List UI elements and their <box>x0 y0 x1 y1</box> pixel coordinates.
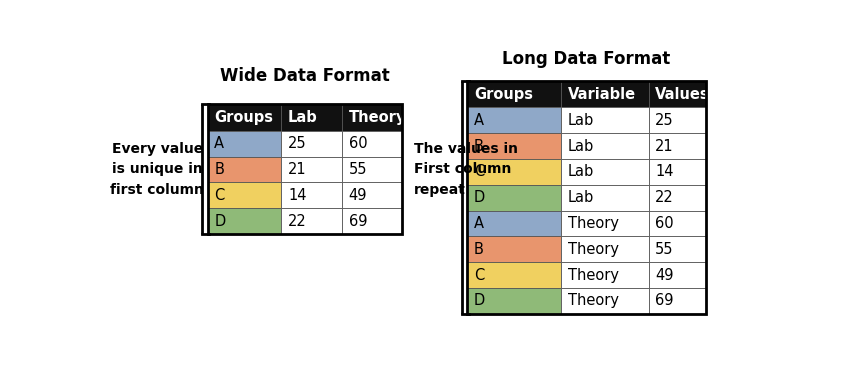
Text: Every value
is unique in
first column: Every value is unique in first column <box>110 142 204 197</box>
Text: Values: Values <box>656 86 710 102</box>
Text: 55: 55 <box>348 162 367 177</box>
Text: Groups: Groups <box>214 110 274 125</box>
Text: 14: 14 <box>656 164 674 179</box>
Text: Theory: Theory <box>568 242 619 257</box>
Bar <box>281 157 342 182</box>
Bar <box>649 81 706 107</box>
Bar <box>649 262 706 288</box>
Bar <box>281 182 342 208</box>
Text: Theory: Theory <box>568 293 619 309</box>
Bar <box>468 211 561 236</box>
Bar <box>468 288 561 314</box>
Text: 14: 14 <box>288 188 307 203</box>
Text: 22: 22 <box>656 190 674 205</box>
Bar <box>561 107 649 133</box>
Bar <box>561 236 649 262</box>
Bar <box>649 185 706 211</box>
Text: Theory: Theory <box>348 110 406 125</box>
Text: Wide Data Format: Wide Data Format <box>220 67 390 85</box>
Bar <box>561 81 649 107</box>
Bar <box>468 185 561 211</box>
Bar <box>208 208 281 234</box>
Text: C: C <box>214 188 224 203</box>
Text: 60: 60 <box>656 216 674 231</box>
Bar <box>649 211 706 236</box>
Text: C: C <box>474 164 484 179</box>
Text: Lab: Lab <box>568 164 594 179</box>
Text: The values in
First column
repeat: The values in First column repeat <box>414 142 518 197</box>
Bar <box>561 262 649 288</box>
Text: Variable: Variable <box>568 86 637 102</box>
Bar <box>468 159 561 185</box>
Bar <box>649 288 706 314</box>
Text: A: A <box>474 113 484 128</box>
Text: 21: 21 <box>288 162 307 177</box>
Text: 69: 69 <box>656 293 674 309</box>
Bar <box>649 159 706 185</box>
Bar <box>649 236 706 262</box>
Text: D: D <box>214 214 225 229</box>
Bar <box>342 157 402 182</box>
Text: D: D <box>474 293 485 309</box>
Text: 21: 21 <box>656 139 674 154</box>
Text: Long Data Format: Long Data Format <box>502 50 670 68</box>
Bar <box>468 262 561 288</box>
Text: 69: 69 <box>348 214 367 229</box>
Text: 25: 25 <box>288 136 307 151</box>
Bar <box>468 107 561 133</box>
Bar <box>342 182 402 208</box>
Text: Lab: Lab <box>568 113 594 128</box>
Bar <box>561 159 649 185</box>
Bar <box>208 104 281 131</box>
Text: 49: 49 <box>348 188 367 203</box>
Text: Lab: Lab <box>568 190 594 205</box>
Text: Theory: Theory <box>568 216 619 231</box>
Text: Theory: Theory <box>568 267 619 283</box>
Bar <box>561 288 649 314</box>
Bar <box>281 208 342 234</box>
Bar <box>342 131 402 157</box>
Text: Lab: Lab <box>568 139 594 154</box>
Bar <box>208 131 281 157</box>
Text: 60: 60 <box>348 136 367 151</box>
Bar <box>468 133 561 159</box>
Bar <box>208 104 402 234</box>
Text: A: A <box>214 136 224 151</box>
Bar <box>468 81 561 107</box>
Text: 22: 22 <box>288 214 307 229</box>
Bar <box>561 211 649 236</box>
Bar <box>208 157 281 182</box>
Text: Lab: Lab <box>288 110 318 125</box>
Bar <box>208 182 281 208</box>
Bar <box>561 185 649 211</box>
Bar <box>342 208 402 234</box>
Bar <box>468 81 706 314</box>
Bar <box>281 131 342 157</box>
Text: 49: 49 <box>656 267 674 283</box>
Text: 25: 25 <box>656 113 674 128</box>
Text: A: A <box>474 216 484 231</box>
Text: B: B <box>214 162 224 177</box>
Text: B: B <box>474 242 484 257</box>
Bar <box>561 133 649 159</box>
Text: C: C <box>474 267 484 283</box>
Bar <box>342 104 402 131</box>
Bar <box>468 236 561 262</box>
Bar <box>649 107 706 133</box>
Bar <box>281 104 342 131</box>
Bar <box>649 133 706 159</box>
Text: B: B <box>474 139 484 154</box>
Text: 55: 55 <box>656 242 674 257</box>
Text: Groups: Groups <box>474 86 533 102</box>
Text: D: D <box>474 190 485 205</box>
